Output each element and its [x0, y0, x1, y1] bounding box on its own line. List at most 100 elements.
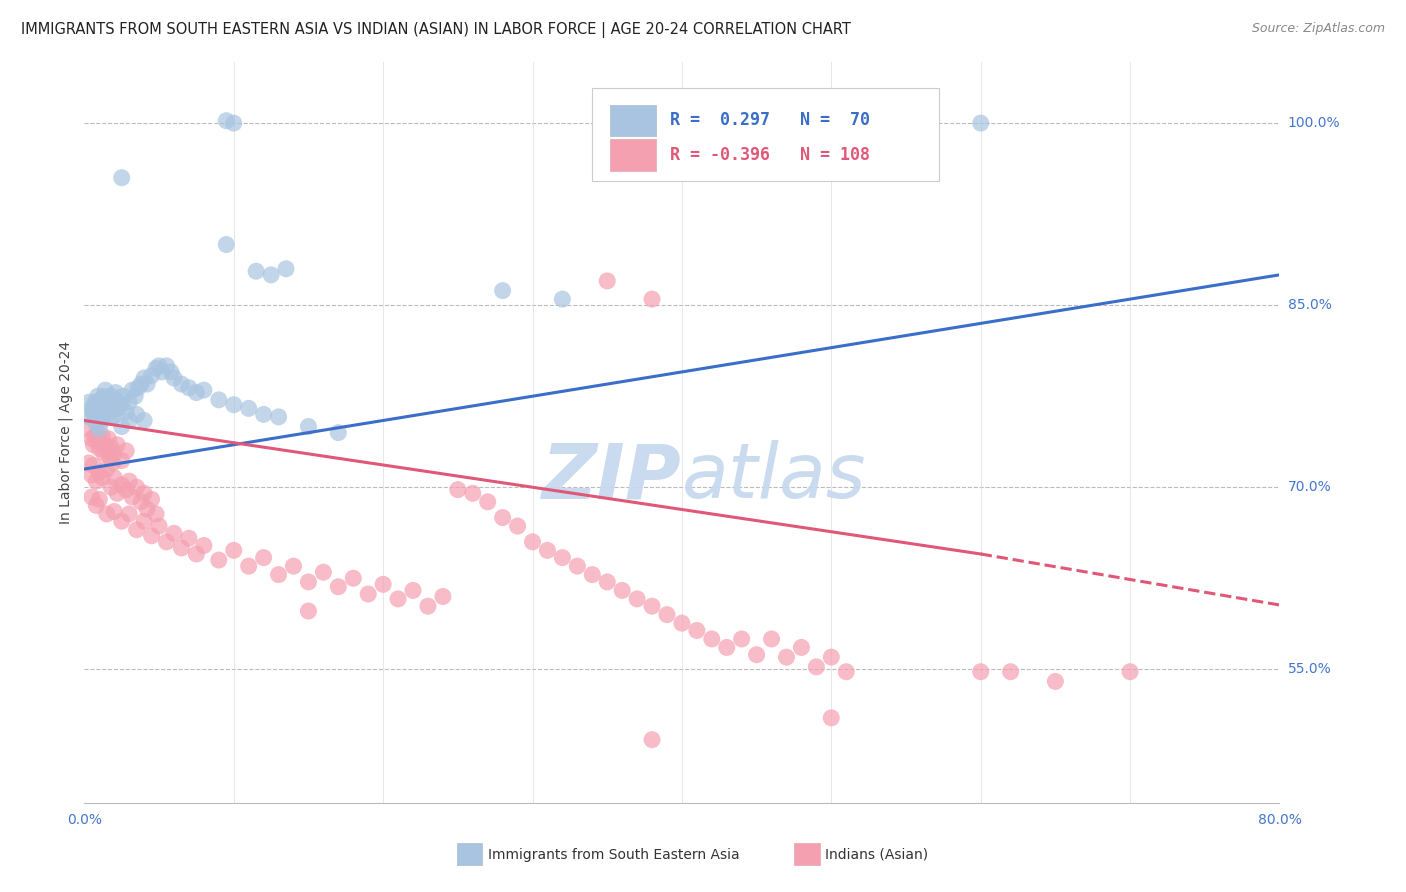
Point [155, 359, 177, 373]
Point [89, 442, 111, 456]
Point [416, 599, 439, 614]
Point [267, 409, 290, 424]
Point [253, 408, 276, 422]
Point [129, 495, 152, 509]
Point [447, 483, 470, 497]
Point [312, 565, 335, 579]
Point [96, 462, 118, 476]
Point [125, 408, 148, 422]
Point [111, 419, 134, 434]
Point [215, 237, 238, 252]
Text: R =  0.297   N =  70: R = 0.297 N = 70 [671, 112, 870, 129]
Point [107, 395, 129, 409]
Point [567, 559, 589, 574]
Point [112, 389, 135, 403]
Point [160, 365, 183, 379]
Point [492, 510, 515, 524]
Point [775, 650, 797, 665]
FancyBboxPatch shape [610, 104, 655, 136]
Point [125, 523, 148, 537]
Point [129, 377, 152, 392]
Point [115, 483, 138, 497]
Text: atlas: atlas [682, 440, 866, 514]
Point [402, 583, 425, 598]
Point [90, 392, 112, 407]
Point [121, 383, 143, 397]
Point [297, 419, 319, 434]
Point [432, 590, 454, 604]
Point [83, 429, 105, 443]
Y-axis label: In Labor Force | Age 20-24: In Labor Force | Age 20-24 [59, 341, 73, 524]
Point [208, 392, 231, 407]
Point [118, 507, 141, 521]
FancyBboxPatch shape [610, 139, 655, 170]
Text: 85.0%: 85.0% [1288, 298, 1331, 312]
Point [492, 284, 515, 298]
Point [581, 567, 603, 582]
Point [835, 665, 858, 679]
Point [91, 429, 114, 443]
Point [177, 531, 200, 545]
Text: 100.0%: 100.0% [1288, 116, 1340, 130]
Point [641, 292, 664, 306]
Point [145, 361, 167, 376]
FancyBboxPatch shape [592, 88, 939, 181]
Point [477, 495, 499, 509]
Point [145, 507, 167, 521]
Point [745, 648, 768, 662]
Point [132, 486, 156, 500]
Point [86, 417, 108, 431]
Point [596, 574, 619, 589]
Point [641, 599, 664, 614]
Point [297, 604, 319, 618]
Point [274, 261, 297, 276]
Point [96, 395, 118, 409]
Point [596, 274, 619, 288]
Point [77, 395, 100, 409]
Point [97, 432, 120, 446]
Point [141, 529, 163, 543]
Point [186, 547, 208, 561]
Point [94, 438, 117, 452]
Text: Source: ZipAtlas.com: Source: ZipAtlas.com [1251, 22, 1385, 36]
Point [115, 405, 138, 419]
Point [357, 587, 380, 601]
Point [806, 660, 828, 674]
Point [132, 413, 156, 427]
Point [222, 398, 245, 412]
Point [124, 389, 146, 403]
Point [820, 711, 842, 725]
Point [77, 422, 100, 436]
Point [82, 438, 104, 452]
Point [111, 514, 134, 528]
Point [820, 650, 842, 665]
Point [115, 443, 138, 458]
Point [612, 583, 634, 598]
Point [186, 385, 208, 400]
Text: 55.0%: 55.0% [1288, 662, 1331, 676]
Point [104, 385, 127, 400]
Point [522, 534, 544, 549]
Point [90, 434, 112, 449]
Point [96, 443, 118, 458]
Point [111, 170, 134, 185]
Point [551, 292, 574, 306]
Point [141, 492, 163, 507]
Point [155, 534, 177, 549]
Point [125, 480, 148, 494]
Point [148, 359, 170, 373]
Point [97, 398, 120, 412]
Point [111, 453, 134, 467]
Point [761, 632, 783, 646]
Point [215, 113, 238, 128]
Point [163, 526, 186, 541]
Point [94, 383, 117, 397]
Text: Immigrants from South Eastern Asia: Immigrants from South Eastern Asia [488, 847, 740, 862]
Point [283, 559, 305, 574]
Point [193, 383, 215, 397]
Point [118, 474, 141, 488]
Point [245, 264, 267, 278]
Point [641, 732, 664, 747]
Point [163, 371, 186, 385]
Point [105, 486, 128, 500]
